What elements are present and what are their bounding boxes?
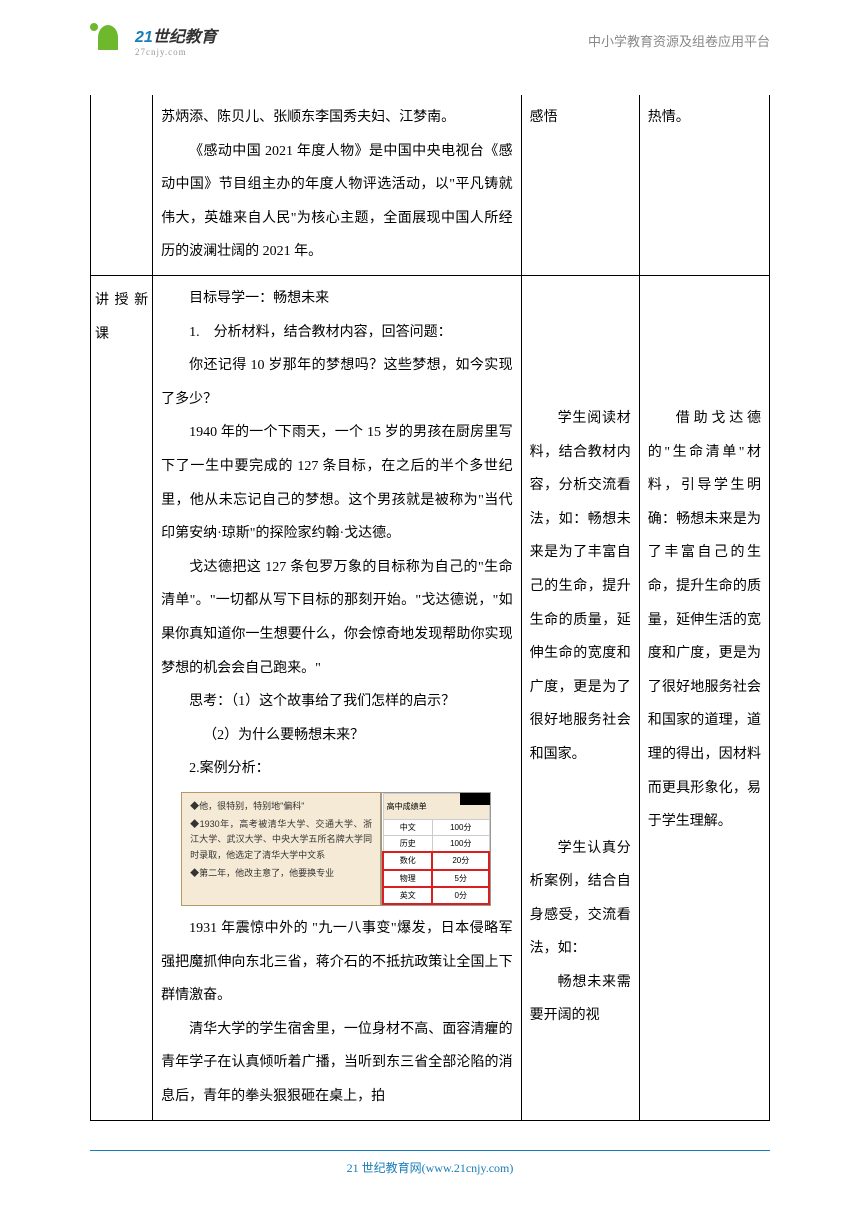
page-header: 21世纪教育 27cnjy.com 中小学教育资源及组卷应用平台 [0, 0, 860, 70]
score-row-highlight: 数化20分 [383, 852, 489, 869]
bullet-item: ◆1930年，高考被清华大学、交通大学、浙江大学、武汉大学、中央大学五所名牌大学… [190, 817, 372, 863]
cell-student: 学生阅读材料，结合教材内容，分析交流看法，如：畅想未来是为了丰富自己的生命，提升… [521, 275, 639, 1120]
paragraph: 你还记得 10 岁那年的梦想吗？这些梦想，如今实现了多少？ [161, 349, 513, 416]
paragraph: 借助戈达德的"生命清单"材料，引导学生明确：畅想未来是为了丰富自己的生命，提升生… [648, 402, 761, 839]
paragraph: 1940 年的一个下雨天，一个 15 岁的男孩在厨房里写下了一生中要完成的 12… [161, 416, 513, 550]
section-title: 目标导学一：畅想未来 [161, 282, 513, 316]
cell-section: 讲授新课 [91, 275, 153, 1120]
score-row-highlight: 物理5分 [383, 870, 489, 887]
list-item: 2.案例分析： [161, 752, 513, 786]
paragraph: 畅想未来需要开阔的视 [530, 966, 631, 1033]
footer-text: 21 世纪教育网(www.21cnjy.com) [0, 1159, 860, 1176]
table-row: 讲授新课 目标导学一：畅想未来 1. 分析材料，结合教材内容，回答问题： 你还记… [91, 275, 770, 1120]
paragraph: 感悟 [530, 101, 631, 135]
logo-icon [90, 23, 130, 58]
logo-text-cn: 21世纪教育 [135, 23, 217, 47]
cell-intent: 借助戈达德的"生命清单"材料，引导学生明确：畅想未来是为了丰富自己的生命，提升生… [639, 275, 769, 1120]
cell-teaching: 苏炳添、陈贝儿、张顺东李国秀夫妇、江梦南。 《感动中国 2021 年度人物》是中… [153, 95, 522, 275]
score-row: 中文100分 [383, 820, 489, 836]
cell-section [91, 95, 153, 275]
page-footer: 21 世纪教育网(www.21cnjy.com) [0, 1150, 860, 1176]
table-row: 苏炳添、陈贝儿、张顺东李国秀夫妇、江梦南。 《感动中国 2021 年度人物》是中… [91, 95, 770, 275]
paragraph: （2）为什么要畅想未来？ [161, 719, 513, 753]
cell-intent: 热情。 [639, 95, 769, 275]
paragraph: 学生认真分析案例，结合自身感受，交流看法，如： [530, 832, 631, 966]
embedded-figure: ◆他，很特别，特别地"偏科" ◆1930年，高考被清华大学、交通大学、浙江大学、… [181, 792, 513, 906]
paragraph: 戈达德把这 127 条包罗万象的目标称为自己的"生命清单"。"一切都从写下目标的… [161, 551, 513, 685]
paragraph: 热情。 [648, 101, 761, 135]
bullet-item: ◆第二年，他改主意了，他要换专业 [190, 866, 372, 881]
figure-left-panel: ◆他，很特别，特别地"偏科" ◆1930年，高考被清华大学、交通大学、浙江大学、… [181, 792, 381, 906]
list-item: 1. 分析材料，结合教材内容，回答问题： [161, 316, 513, 350]
cell-teaching: 目标导学一：畅想未来 1. 分析材料，结合教材内容，回答问题： 你还记得 10 … [153, 275, 522, 1120]
section-label: 讲授新课 [91, 276, 152, 359]
lesson-table: 苏炳添、陈贝儿、张顺东李国秀夫妇、江梦南。 《感动中国 2021 年度人物》是中… [90, 95, 770, 1121]
paragraph: 1931 年震惊中外的 "九一八事变"爆发，日本侵略军强把魔抓伸向东北三省，蒋介… [161, 912, 513, 1013]
score-row: 历史100分 [383, 836, 489, 853]
paragraph: 《感动中国 2021 年度人物》是中国中央电视台《感动中国》节目组主办的年度人物… [161, 135, 513, 269]
logo: 21世纪教育 27cnjy.com [90, 23, 217, 58]
score-table: 高中成绩单 中文100分 历史100分 数化20分 物理5分 英文0分 [382, 793, 490, 905]
cell-student: 感悟 [521, 95, 639, 275]
paragraph: 清华大学的学生宿舍里，一位身材不高、面容清癯的青年学子在认真倾听着广播，当听到东… [161, 1013, 513, 1114]
figure-right-panel: 高中成绩单 中文100分 历史100分 数化20分 物理5分 英文0分 [381, 792, 491, 906]
logo-url: 27cnjy.com [135, 47, 217, 57]
footer-divider [90, 1150, 770, 1151]
header-subtitle: 中小学教育资源及组卷应用平台 [588, 31, 770, 50]
score-row-highlight: 英文0分 [383, 887, 489, 904]
paragraph: 学生阅读材料，结合教材内容，分析交流看法，如：畅想未来是为了丰富自己的生命，提升… [530, 402, 631, 772]
black-bar [460, 793, 490, 805]
paragraph: 思考：（1）这个故事给了我们怎样的启示？ [161, 685, 513, 719]
content-area: 苏炳添、陈贝儿、张顺东李国秀夫妇、江梦南。 《感动中国 2021 年度人物》是中… [0, 70, 860, 1121]
bullet-item: ◆他，很特别，特别地"偏科" [190, 799, 372, 814]
paragraph: 苏炳添、陈贝儿、张顺东李国秀夫妇、江梦南。 [161, 101, 513, 135]
